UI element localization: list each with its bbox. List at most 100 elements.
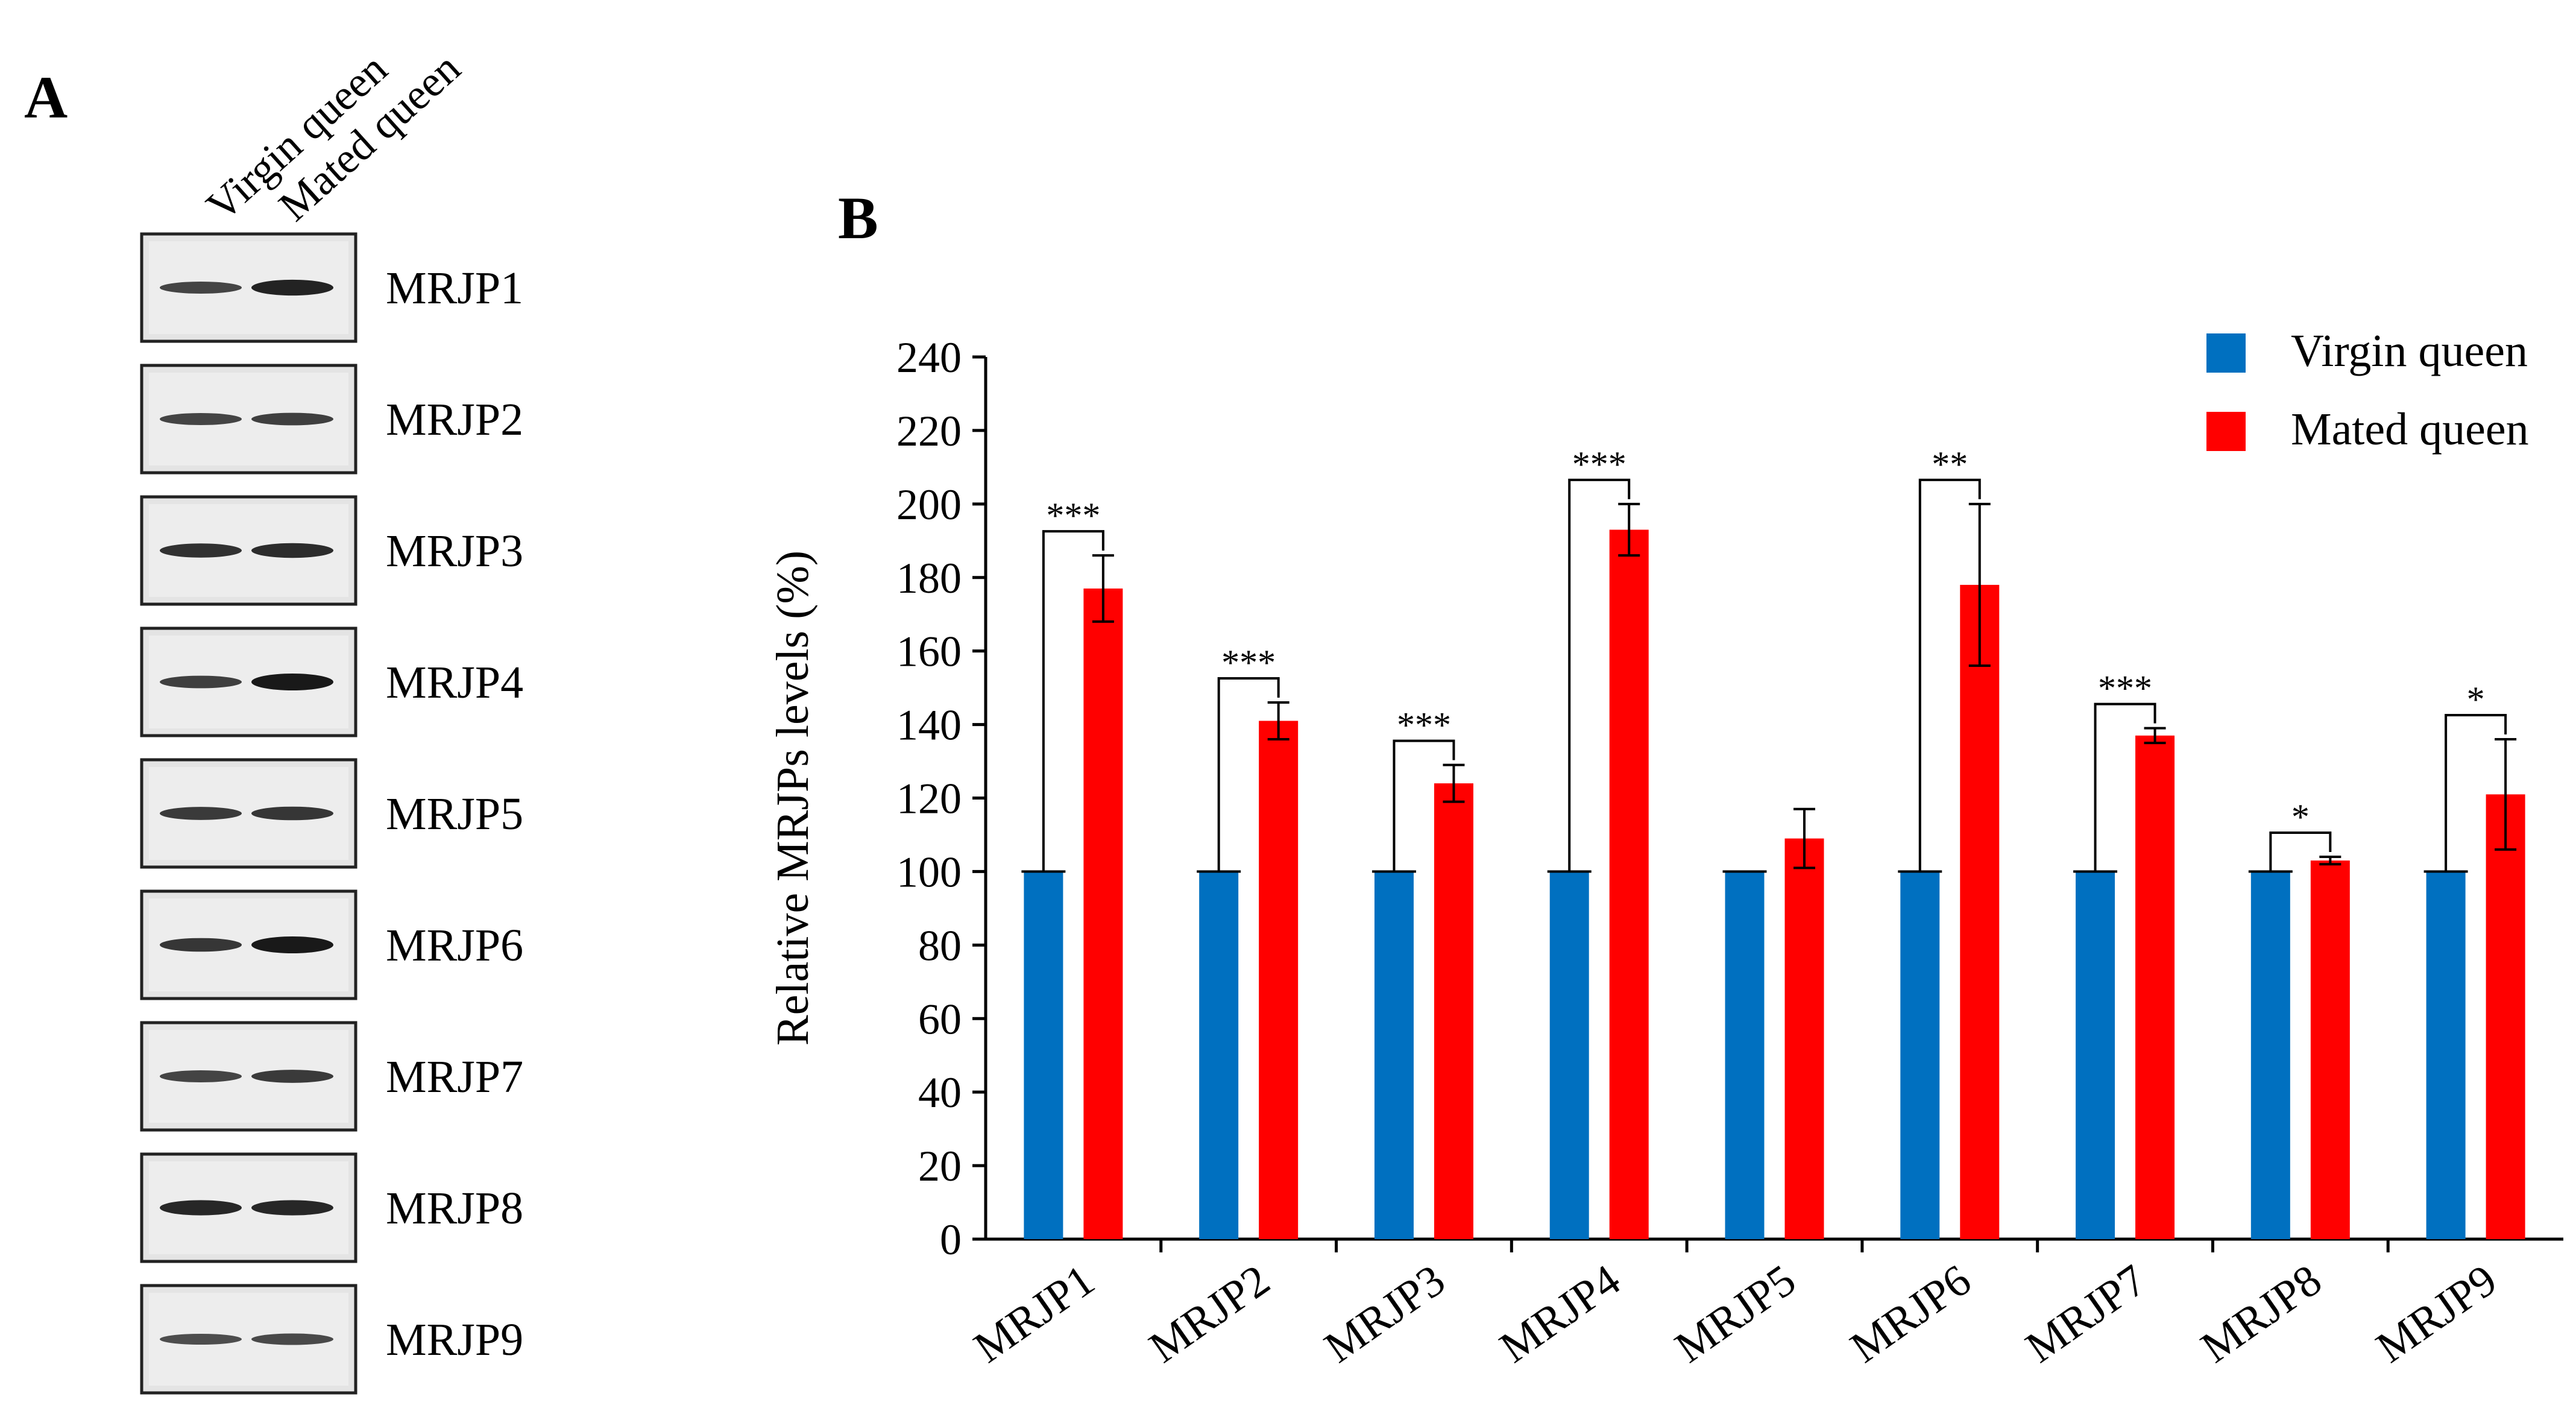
blot-label: MRJP3: [386, 526, 523, 576]
band-virgin: [160, 675, 242, 689]
blot-label: MRJP6: [386, 920, 523, 971]
blot-label: MRJP1: [386, 263, 523, 314]
blot-label: MRJP9: [386, 1314, 523, 1365]
band-mated: [251, 1200, 333, 1216]
significance-bracket: [2094, 702, 2156, 872]
significance-bracket: [1393, 739, 1455, 872]
significance-bracket: [1918, 478, 1981, 872]
panel-b-bar-chart: B 0 20 40 60 80 100 120 140 160 180 200 220 240 Relat…: [767, 185, 2563, 1372]
blot-label: MRJP5: [386, 789, 523, 839]
bar-virgin-mrjp6: [1900, 871, 1940, 1239]
band-virgin: [160, 1070, 242, 1082]
blot-mrjp3: MRJP3: [140, 495, 523, 606]
bar-mated-mrjp2: [1259, 721, 1299, 1239]
band-mated: [251, 674, 333, 690]
y-tick-label: 100: [896, 848, 962, 896]
blot-mrjp5: MRJP5: [140, 758, 523, 869]
band-mated: [251, 936, 333, 953]
bar-mated-mrjp8: [2310, 860, 2350, 1239]
significance-bracket: [1568, 478, 1631, 872]
x-tick-label: MRJP9: [2367, 1255, 2505, 1373]
y-tick-label: 160: [896, 628, 962, 676]
bar-virgin-mrjp1: [1024, 871, 1063, 1239]
y-tick-label: 140: [896, 701, 962, 750]
bar-virgin-mrjp2: [1199, 871, 1239, 1239]
y-tick-label: 120: [896, 775, 962, 823]
x-tick-label: MRJP5: [1666, 1255, 1804, 1373]
bar-virgin-mrjp4: [1549, 871, 1589, 1239]
band-virgin: [160, 807, 242, 820]
band-virgin: [160, 282, 242, 294]
blot-mrjp1: MRJP1: [140, 232, 523, 343]
blot-label: MRJP2: [386, 394, 523, 445]
y-tick-label: 200: [896, 481, 962, 529]
significance-bracket: [1217, 677, 1280, 872]
bar-mated-mrjp6: [1960, 584, 2000, 1239]
bar-virgin-mrjp5: [1725, 871, 1765, 1239]
y-tick-label: 20: [918, 1142, 962, 1190]
y-tick-label: 240: [896, 333, 962, 382]
legend: Virgin queen Mated queen: [2206, 326, 2529, 455]
bar-mated-mrjp5: [1784, 838, 1824, 1239]
blot-label: MRJP8: [386, 1183, 523, 1234]
panel-b-label: B: [838, 185, 878, 251]
panel-a-western-blot: A Virgin queen Mated queen MRJP1MRJP2MRJ…: [24, 43, 523, 1395]
band-mated: [251, 806, 333, 821]
band-mated: [251, 1070, 333, 1083]
y-tick-label: 60: [918, 995, 962, 1043]
band-mated: [251, 1333, 333, 1345]
blot-mrjp6: MRJP6: [140, 889, 523, 1000]
panel-a-label: A: [24, 64, 68, 131]
significance-label: ***: [2098, 669, 2152, 708]
blot-label: MRJP7: [386, 1052, 523, 1102]
significance-bracket: [2269, 832, 2332, 872]
significance-bracket: [1042, 530, 1104, 872]
significance-label: ***: [1221, 643, 1276, 683]
significance-bracket: [2445, 713, 2507, 872]
significance-label: ***: [1397, 705, 1451, 745]
y-tick-label: 80: [918, 921, 962, 970]
x-tick-label: MRJP4: [1491, 1255, 1629, 1373]
x-tick-label: MRJP6: [1842, 1255, 1980, 1373]
x-tick-label: MRJP1: [965, 1255, 1103, 1373]
legend-label-virgin: Virgin queen: [2291, 326, 2528, 376]
y-tick-label: 220: [896, 407, 962, 455]
significance-label: *: [2467, 680, 2485, 719]
band-mated: [251, 279, 333, 296]
legend-swatch-mated: [2206, 412, 2246, 451]
y-tick-label: 40: [918, 1068, 962, 1117]
bar-mated-mrjp7: [2135, 735, 2175, 1239]
significance-label: ***: [1572, 444, 1627, 484]
band-virgin: [160, 1200, 242, 1216]
blot-mrjp9: MRJP9: [140, 1284, 523, 1395]
blot-mrjp2: MRJP2: [140, 364, 523, 475]
bar-mated-mrjp1: [1083, 589, 1123, 1239]
significance-label: ***: [1046, 496, 1100, 535]
y-tick-label: 0: [940, 1216, 962, 1264]
band-virgin: [160, 543, 242, 558]
bar-mated-mrjp4: [1609, 529, 1649, 1239]
blot-mrjp4: MRJP4: [140, 626, 523, 737]
y-axis-label: Relative MRJPs levels (%): [767, 551, 818, 1046]
bar-virgin-mrjp7: [2076, 871, 2115, 1239]
band-virgin: [160, 413, 242, 425]
bar-virgin-mrjp9: [2426, 871, 2466, 1239]
bar-mated-mrjp3: [1434, 783, 1473, 1239]
band-mated: [251, 543, 333, 558]
legend-label-mated: Mated queen: [2291, 404, 2529, 455]
x-tick-label: MRJP7: [2017, 1255, 2155, 1373]
x-tick-label: MRJP3: [1316, 1255, 1454, 1373]
band-virgin: [160, 1333, 242, 1345]
blot-label: MRJP4: [386, 657, 523, 708]
blot-mrjp8: MRJP8: [140, 1152, 523, 1263]
x-tick-label: MRJP8: [2193, 1255, 2331, 1373]
blot-mrjp7: MRJP7: [140, 1021, 523, 1132]
bar-mated-mrjp9: [2486, 794, 2525, 1239]
y-tick-label: 180: [896, 554, 962, 602]
bar-virgin-mrjp8: [2250, 871, 2290, 1239]
x-tick-label: MRJP2: [1141, 1255, 1279, 1373]
bar-virgin-mrjp3: [1374, 871, 1414, 1239]
significance-label: *: [2291, 797, 2310, 837]
legend-swatch-virgin: [2206, 333, 2246, 373]
